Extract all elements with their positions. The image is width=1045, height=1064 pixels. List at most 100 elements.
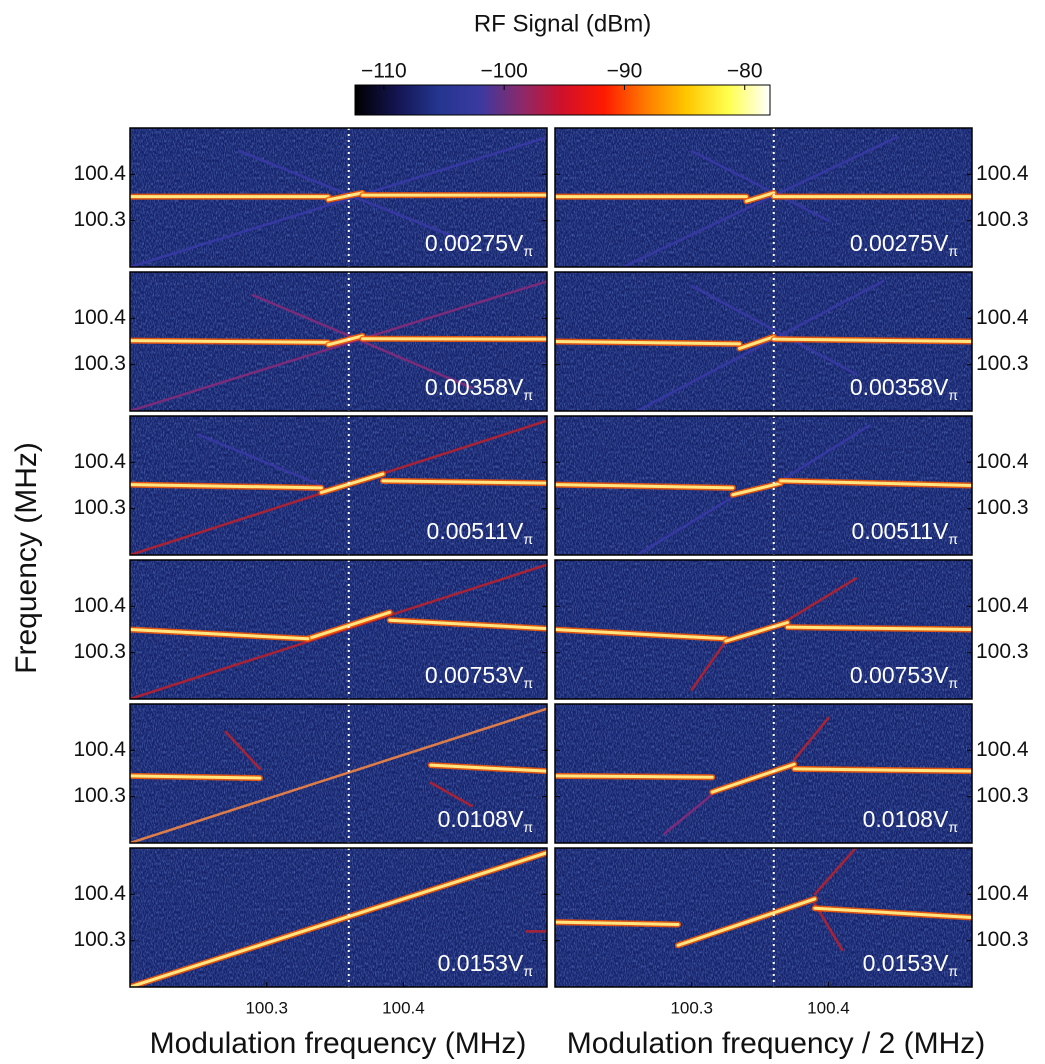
panel-label-text: 0.0108V xyxy=(863,806,949,832)
panel-label-sub: π xyxy=(523,819,533,835)
trace xyxy=(635,280,885,411)
panel-frame xyxy=(129,271,548,412)
trace xyxy=(792,767,972,773)
panel-label-text: 0.00753V xyxy=(425,662,524,688)
y-tick-label: 100.3 xyxy=(73,928,126,951)
trace xyxy=(813,848,858,896)
panel-label: 0.00753Vπ xyxy=(850,662,958,691)
trace xyxy=(676,897,817,947)
trace xyxy=(690,639,728,691)
trace xyxy=(785,625,972,631)
trace xyxy=(663,793,714,835)
trace xyxy=(731,481,783,497)
panel-label: 0.00358Vπ xyxy=(850,374,958,403)
y-tick-label: 100.4 xyxy=(73,306,126,329)
y-tick-label: 100.4 xyxy=(976,738,1029,761)
trace xyxy=(130,136,547,267)
panel-label: 0.00358Vπ xyxy=(425,374,533,403)
panel-frame xyxy=(554,271,973,412)
panel-label: 0.0153Vπ xyxy=(438,950,534,979)
trace xyxy=(779,479,972,487)
panel-traces xyxy=(130,136,547,267)
panel-label-sub: π xyxy=(948,819,958,835)
x-axis-label: Modulation frequency / 2 (MHz) xyxy=(567,1027,986,1060)
colorbar-tick-label: −110 xyxy=(361,60,407,83)
trace xyxy=(779,424,871,483)
trace xyxy=(555,340,742,346)
y-tick-label: 100.4 xyxy=(976,882,1029,905)
panel-traces xyxy=(555,848,972,952)
panel-frame xyxy=(554,415,973,556)
panel-frame xyxy=(129,847,548,988)
y-tick-label: 100.4 xyxy=(73,594,126,617)
panel-label-text: 0.00275V xyxy=(850,230,949,256)
panel-label: 0.00753Vπ xyxy=(425,662,533,691)
trace xyxy=(622,136,899,267)
panel-traces xyxy=(130,563,547,699)
trace xyxy=(429,763,547,773)
trace xyxy=(555,774,714,779)
trace xyxy=(724,621,789,643)
y-tick-label: 100.4 xyxy=(73,162,126,185)
panel-traces xyxy=(130,707,547,843)
panel-traces xyxy=(130,280,547,411)
panel-label-sub: π xyxy=(523,387,533,403)
panel-traces xyxy=(555,280,972,411)
trace xyxy=(306,610,392,641)
panel-traces xyxy=(130,849,547,987)
trace xyxy=(555,628,728,641)
panel-frame xyxy=(554,127,973,268)
trace xyxy=(238,149,474,246)
y-axis-label: Frequency (MHz) xyxy=(10,442,43,674)
y-tick-label: 100.3 xyxy=(73,208,126,231)
y-tick-label: 100.4 xyxy=(976,306,1029,329)
y-tick-label: 100.4 xyxy=(73,450,126,473)
panel-traces xyxy=(555,716,972,835)
y-tick-label: 100.4 xyxy=(976,162,1029,185)
x-tick-label: 100.4 xyxy=(807,998,850,1017)
panel-label: 0.00511Vπ xyxy=(427,518,534,547)
trace xyxy=(635,495,734,555)
panel-label-text: 0.0153V xyxy=(438,950,524,976)
x-axis-label: Modulation frequency (MHz) xyxy=(150,1027,527,1060)
panel-label-sub: π xyxy=(523,675,533,691)
y-tick-label: 100.3 xyxy=(73,640,126,663)
trace xyxy=(690,284,858,376)
panel-frame xyxy=(554,559,973,700)
trace xyxy=(388,618,547,631)
trace xyxy=(130,339,330,344)
panel-label-text: 0.00511V xyxy=(427,518,524,544)
trace xyxy=(130,851,547,987)
trace xyxy=(744,191,776,203)
trace xyxy=(772,337,972,343)
panel-traces xyxy=(555,136,972,267)
panel-frame xyxy=(554,703,973,844)
trace xyxy=(130,483,323,490)
panel-traces xyxy=(555,424,972,555)
trace xyxy=(130,628,310,641)
y-tick-label: 100.4 xyxy=(976,594,1029,617)
panel-label-sub: π xyxy=(948,675,958,691)
y-tick-label: 100.3 xyxy=(976,352,1029,375)
trace xyxy=(813,906,972,919)
trace xyxy=(319,472,385,494)
panel-label-sub: π xyxy=(948,963,958,979)
y-tick-label: 100.4 xyxy=(73,738,126,761)
colorbar xyxy=(354,84,771,116)
x-tick-label: 100.3 xyxy=(245,998,288,1017)
panel-label-text: 0.00511V xyxy=(852,518,949,544)
panel-label: 0.0153Vπ xyxy=(863,950,959,979)
panel-label-sub: π xyxy=(523,531,533,547)
x-tick-label: 100.3 xyxy=(670,998,713,1017)
panel-frame xyxy=(554,847,973,988)
y-tick-label: 100.3 xyxy=(976,496,1029,519)
y-tick-label: 100.4 xyxy=(976,450,1029,473)
trace xyxy=(738,335,776,350)
trace xyxy=(429,781,474,808)
panel-label-sub: π xyxy=(523,963,533,979)
colorbar-title: RF Signal (dBm) xyxy=(474,10,651,37)
trace xyxy=(555,483,735,490)
panel-label-text: 0.0108V xyxy=(438,806,524,832)
panel-label-sub: π xyxy=(948,243,958,259)
